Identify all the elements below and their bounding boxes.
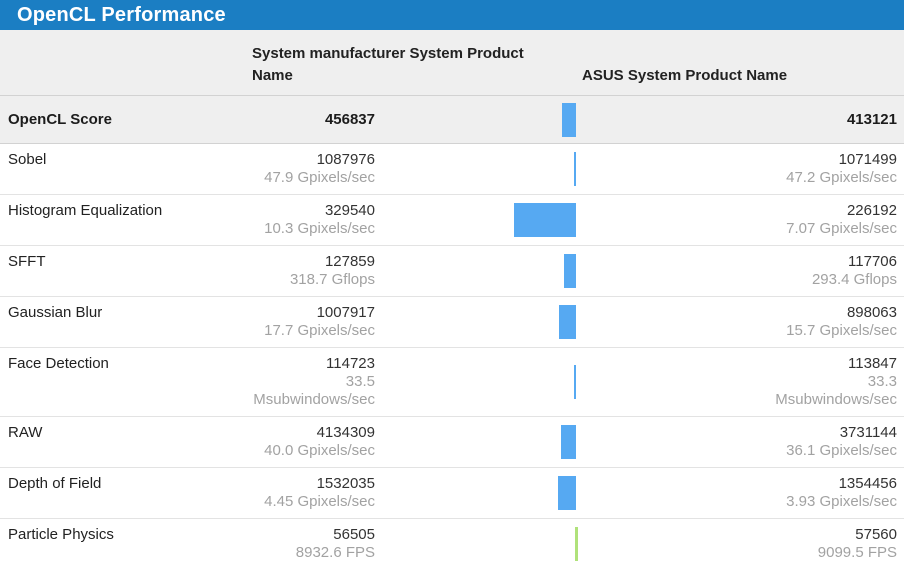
benchmark-label: RAW: [0, 424, 253, 460]
left-score: 4134309: [253, 424, 375, 442]
right-result: 57560 9099.5 FPS: [767, 526, 904, 562]
score-comparison-bar: [562, 103, 576, 137]
right-score: 1071499: [767, 151, 897, 169]
column-header-system-1: System manufacturer System Product Name: [252, 43, 544, 87]
benchmark-row: SFFT 127859 318.7 Gflops 117706 293.4 Gf…: [0, 246, 904, 297]
right-result: 1071499 47.2 Gpixels/sec: [767, 151, 904, 187]
right-score: 898063: [767, 304, 897, 322]
left-result: 127859 318.7 Gflops: [253, 253, 375, 289]
left-score: 1007917: [253, 304, 375, 322]
benchmark-label: Depth of Field: [0, 475, 253, 511]
left-rate: 10.3 Gpixels/sec: [253, 220, 375, 238]
benchmark-row: Depth of Field 1532035 4.45 Gpixels/sec …: [0, 468, 904, 519]
left-rate: 17.7 Gpixels/sec: [253, 322, 375, 340]
left-score: 1532035: [253, 475, 375, 493]
left-result: 114723 33.5 Msubwindows/sec: [253, 355, 375, 409]
benchmark-rows: Sobel 1087976 47.9 Gpixels/sec 1071499 4…: [0, 144, 904, 565]
right-rate: 293.4 Gflops: [767, 271, 897, 289]
left-score: 329540: [253, 202, 375, 220]
opencl-performance-page: OpenCL Performance System manufacturer S…: [0, 0, 904, 565]
right-result: 113847 33.3 Msubwindows/sec: [767, 355, 904, 409]
right-score: 117706: [767, 253, 897, 271]
benchmark-label: Particle Physics: [0, 526, 253, 562]
benchmark-label: Sobel: [0, 151, 253, 187]
left-result: 1532035 4.45 Gpixels/sec: [253, 475, 375, 511]
benchmark-row: Particle Physics 56505 8932.6 FPS 57560 …: [0, 519, 904, 565]
right-score: 3731144: [767, 424, 897, 442]
right-rate: 7.07 Gpixels/sec: [767, 220, 897, 238]
left-result: 1007917 17.7 Gpixels/sec: [253, 304, 375, 340]
right-opencl-score: 413121: [767, 111, 897, 129]
benchmark-row: Face Detection 114723 33.5 Msubwindows/s…: [0, 348, 904, 417]
score-label: OpenCL Score: [0, 111, 253, 129]
benchmark-row: Histogram Equalization 329540 10.3 Gpixe…: [0, 195, 904, 246]
left-result: 4134309 40.0 Gpixels/sec: [253, 424, 375, 460]
right-result: 898063 15.7 Gpixels/sec: [767, 304, 904, 340]
benchmark-label: Histogram Equalization: [0, 202, 253, 238]
right-rate: 15.7 Gpixels/sec: [767, 322, 897, 340]
right-result: 3731144 36.1 Gpixels/sec: [767, 424, 904, 460]
comparison-bar: [564, 254, 576, 288]
left-score: 1087976: [253, 151, 375, 169]
right-rate: 9099.5 FPS: [767, 544, 897, 562]
right-rate: 33.3 Msubwindows/sec: [767, 373, 897, 409]
left-result: 1087976 47.9 Gpixels/sec: [253, 151, 375, 187]
right-score: 113847: [767, 355, 897, 373]
benchmark-label: SFFT: [0, 253, 253, 289]
left-score: 114723: [253, 355, 375, 373]
benchmark-row: Gaussian Blur 1007917 17.7 Gpixels/sec 8…: [0, 297, 904, 348]
opencl-score-row: OpenCL Score 456837 413121: [0, 96, 904, 144]
page-title: OpenCL Performance: [17, 4, 226, 27]
right-result: 1354456 3.93 Gpixels/sec: [767, 475, 904, 511]
right-score: 226192: [767, 202, 897, 220]
comparison-bar: [574, 365, 576, 399]
comparison-header: System manufacturer System Product Name …: [0, 30, 904, 96]
right-rate: 36.1 Gpixels/sec: [767, 442, 897, 460]
right-result: 226192 7.07 Gpixels/sec: [767, 202, 904, 238]
right-rate: 47.2 Gpixels/sec: [767, 169, 897, 187]
benchmark-label: Face Detection: [0, 355, 253, 409]
right-score: 57560: [767, 526, 897, 544]
benchmark-label: Gaussian Blur: [0, 304, 253, 340]
comparison-bar: [558, 476, 576, 510]
comparison-bar: [575, 527, 578, 561]
column-header-system-2: ASUS System Product Name: [582, 65, 787, 87]
left-score: 127859: [253, 253, 375, 271]
left-opencl-score: 456837: [253, 111, 375, 129]
left-rate: 4.45 Gpixels/sec: [253, 493, 375, 511]
right-score: 1354456: [767, 475, 897, 493]
benchmark-row: RAW 4134309 40.0 Gpixels/sec 3731144 36.…: [0, 417, 904, 468]
comparison-bar: [574, 152, 576, 186]
benchmark-row: Sobel 1087976 47.9 Gpixels/sec 1071499 4…: [0, 144, 904, 195]
left-rate: 40.0 Gpixels/sec: [253, 442, 375, 460]
left-score: 56505: [253, 526, 375, 544]
left-rate: 47.9 Gpixels/sec: [253, 169, 375, 187]
left-rate: 318.7 Gflops: [253, 271, 375, 289]
left-result: 56505 8932.6 FPS: [253, 526, 375, 562]
comparison-bar: [561, 425, 576, 459]
right-result: 117706 293.4 Gflops: [767, 253, 904, 289]
comparison-bar: [514, 203, 576, 237]
right-rate: 3.93 Gpixels/sec: [767, 493, 897, 511]
left-result: 329540 10.3 Gpixels/sec: [253, 202, 375, 238]
comparison-bar: [559, 305, 576, 339]
left-rate: 8932.6 FPS: [253, 544, 375, 562]
section-title-bar: OpenCL Performance: [0, 0, 904, 30]
left-rate: 33.5 Msubwindows/sec: [253, 373, 375, 409]
